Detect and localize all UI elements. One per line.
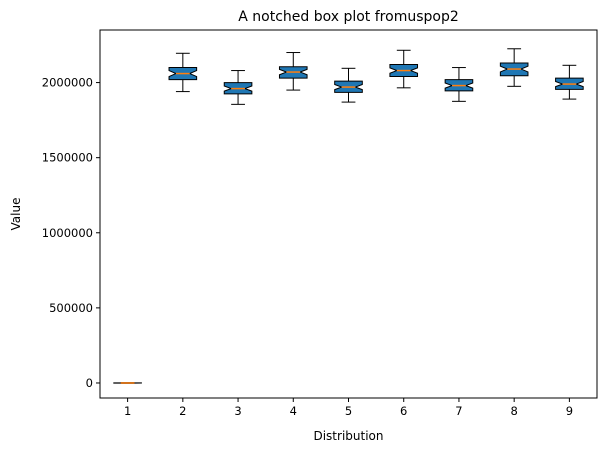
x-tick-label: 9 [566,404,573,418]
box-4 [278,52,308,91]
box-7 [444,67,474,102]
chart-title: A notched box plot fromuspop2 [238,9,459,25]
y-tick-label: 0 [86,376,93,390]
box-9 [555,64,584,100]
box-6 [389,49,419,89]
y-tick-label: 2000000 [42,76,93,90]
x-tick-label: 2 [179,404,186,418]
y-axis: 0 500000 1000000 1500000 2000000 [42,76,100,390]
x-tick-label: 3 [234,404,241,418]
plot-area [113,48,584,384]
y-axis-label: Value [9,198,23,231]
y-tick-label: 1000000 [42,226,93,240]
box-3 [223,70,253,105]
x-tick-label: 1 [124,404,131,418]
x-tick-label: 6 [400,404,407,418]
box-1 [113,382,142,384]
y-tick-label: 500000 [49,301,93,315]
x-tick-label: 5 [345,404,352,418]
x-tick-label: 8 [511,404,518,418]
box-2 [168,52,198,93]
y-tick-label: 1500000 [42,151,93,165]
box-5 [334,67,363,103]
x-axis: 1 2 3 4 5 6 7 8 9 [124,398,573,418]
x-tick-label: 7 [455,404,462,418]
x-tick-label: 4 [290,404,297,418]
x-axis-label: Distribution [313,429,383,443]
box-8 [499,48,529,87]
